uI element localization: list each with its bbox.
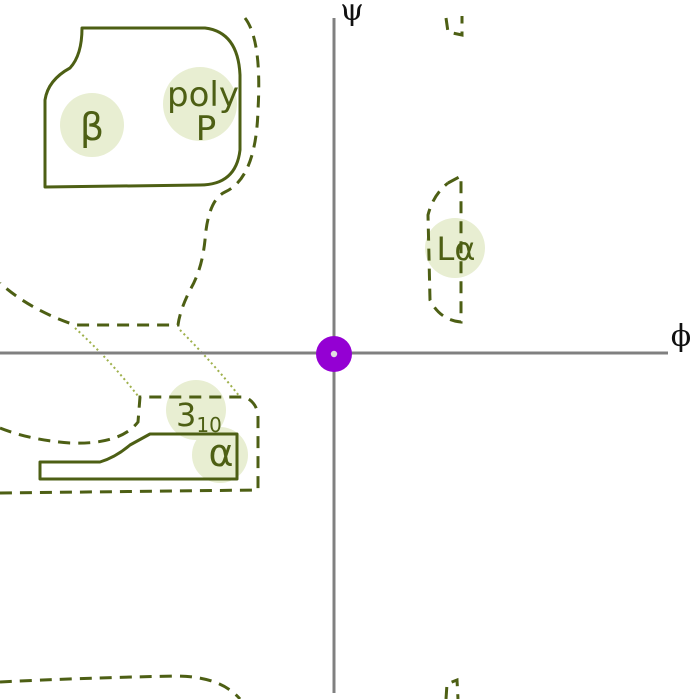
bridge-right-dotted [179,329,241,398]
alpha-core-contour [38,432,239,481]
polyp-label-line2: P [196,109,217,149]
origin-marker-center [330,350,338,358]
alpha-label: α [208,431,233,475]
bridge-left-dotted [74,327,139,397]
three-ten-label: 310 [176,396,222,437]
lalpha-label: Lα [437,230,476,268]
psi-axis-label: ψ [340,0,364,28]
lalpha-highlight [425,218,485,278]
origin-marker[interactable] [316,336,352,372]
bottom-center-contour [444,677,460,699]
bottom-left-contour [0,674,242,699]
lalpha-allowed-contour [426,173,463,324]
alpha-highlight [192,427,248,483]
polyp-label-line1: poly [167,75,239,115]
bridge-contours [74,327,241,398]
beta-polyp-core-contour [43,26,242,189]
three-ten-highlight [166,380,226,440]
core-contours [38,26,242,481]
three-ten-label-base: 3 [176,396,196,434]
beta-label: β [80,105,104,149]
beta-allowed-contour [0,17,261,327]
phi-axis-label: ϕ [671,319,691,354]
label-highlights [60,67,485,483]
allowed-contours [0,16,464,699]
alpha-allowed-contour [0,395,260,495]
beta-highlight [60,93,124,157]
polyp-highlight [163,67,237,141]
top-edge-contour [444,16,464,37]
three-ten-label-sub: 10 [196,413,221,437]
